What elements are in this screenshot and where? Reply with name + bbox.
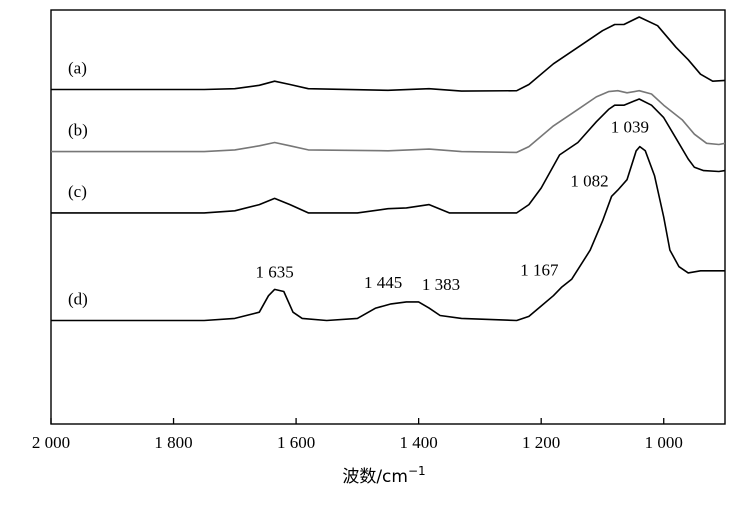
curve-labels: (a) (b) (c) (d): [68, 58, 88, 308]
curve-label-b: (b): [68, 121, 88, 140]
peak-label: 1 082: [570, 171, 608, 190]
x-axis-title: 波数/cm−1: [342, 464, 425, 487]
spectrum-line-d: [51, 145, 725, 322]
plot-frame: [50, 9, 726, 425]
x-tick-label: 1 800: [154, 433, 192, 452]
peak-label: 1 167: [520, 260, 559, 279]
spectrum-line-c: [51, 98, 726, 214]
peak-annotations: 1 635 1 445 1 383 1 167 1 082 1 039: [256, 118, 649, 294]
x-axis-title-superscript: −1: [408, 464, 426, 478]
spectrum-line-a: [51, 16, 726, 92]
x-tick-label: 1 000: [645, 433, 683, 452]
peak-label: 1 039: [611, 118, 649, 137]
curve-label-d: (d): [68, 290, 88, 309]
peak-label: 1 445: [364, 273, 402, 292]
curve-label-c: (c): [68, 182, 87, 201]
curve-label-a: (a): [68, 58, 87, 77]
spectra-curves: [51, 16, 726, 322]
peak-label: 1 635: [256, 262, 294, 281]
x-tick-label: 1 400: [400, 433, 438, 452]
peak-label: 1 383: [422, 275, 460, 294]
spectrum-line-b: [51, 89, 726, 154]
x-axis-ticks: 2 000 1 800 1 600 1 400 1 200 1 000: [32, 418, 683, 452]
x-tick-label: 1 200: [522, 433, 560, 452]
x-tick-label: 1 600: [277, 433, 315, 452]
x-tick-label: 2 000: [32, 433, 70, 452]
